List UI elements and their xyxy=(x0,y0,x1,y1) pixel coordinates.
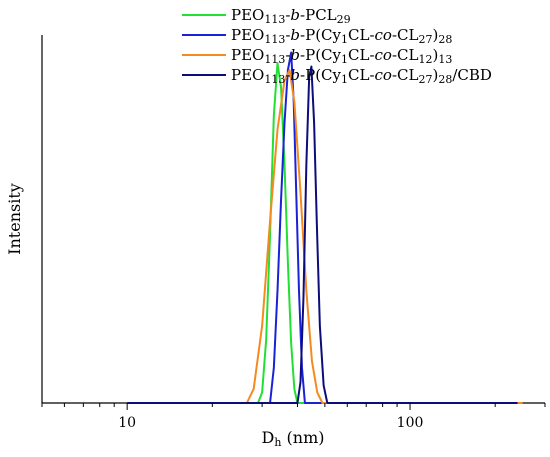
legend-label: PEO113-b-PCL29 xyxy=(231,6,351,26)
legend-label: PEO113-b-P(Cy1CL-co-CL27)28/CBD xyxy=(231,66,492,86)
x-axis-title-rest: (nm) xyxy=(281,428,324,447)
legend: PEO113-b-PCL29PEO113-b-P(Cy1CL-co-CL27)2… xyxy=(182,6,492,86)
x-tick-label: 10 xyxy=(118,415,136,431)
y-axis-title: Intensity xyxy=(5,183,24,255)
legend-item-3: PEO113-b-P(Cy1CL-co-CL12)13 xyxy=(182,46,452,66)
x-axis-title: Dh (nm) xyxy=(262,428,325,449)
series-line-1 xyxy=(127,62,496,404)
x-tick-label: 100 xyxy=(397,415,424,431)
x-axis-title-sub: h xyxy=(274,436,281,449)
series-line-4 xyxy=(127,65,518,404)
plot-area: 10 100 xyxy=(41,35,546,431)
legend-label: PEO113-b-P(Cy1CL-co-CL12)13 xyxy=(231,46,452,66)
series-group xyxy=(127,51,523,404)
legend-item-2: PEO113-b-P(Cy1CL-co-CL27)28 xyxy=(182,26,452,46)
x-axis-title-main: D xyxy=(262,428,275,447)
series-line-3 xyxy=(127,69,523,404)
legend-item-1: PEO113-b-PCL29 xyxy=(182,6,351,26)
legend-item-4: PEO113-b-P(Cy1CL-co-CL27)28/CBD xyxy=(182,66,492,86)
legend-label: PEO113-b-P(Cy1CL-co-CL27)28 xyxy=(231,26,452,46)
x-axis-ticks: 10 100 xyxy=(41,403,546,431)
